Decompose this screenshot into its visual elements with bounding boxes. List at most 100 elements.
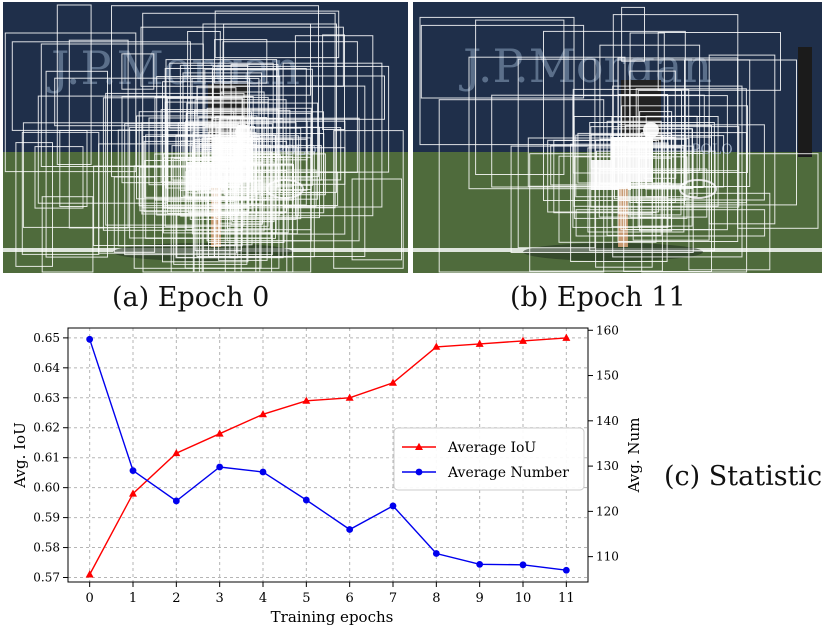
series-line-number — [89, 339, 567, 571]
proposal-box — [590, 134, 651, 169]
proposal-box — [37, 95, 168, 204]
proposal-box — [333, 130, 404, 269]
proposal-box — [737, 153, 819, 229]
x-tick-label: 1 — [129, 591, 137, 606]
proposal-box — [138, 111, 252, 207]
y-left-tick-label: 0.58 — [33, 541, 60, 555]
x-tick-label: 3 — [216, 591, 224, 606]
x-tick-label: 11 — [558, 591, 575, 606]
data-point-iou — [345, 393, 354, 401]
x-tick-label: 2 — [172, 591, 180, 606]
proposal-box — [217, 146, 254, 213]
proposal-box — [68, 39, 129, 229]
proposal-box — [610, 134, 663, 189]
proposal-box — [4, 32, 137, 173]
x-tick-label: 4 — [259, 591, 267, 606]
data-point-number — [216, 463, 224, 471]
proposal-box — [189, 122, 297, 220]
tennis-scene-epoch-0: J.P.Morgan POLO — [3, 2, 408, 273]
data-point-iou — [432, 342, 441, 350]
x-tick-label: 5 — [302, 591, 310, 606]
proposal-box — [621, 6, 646, 62]
proposal-box — [56, 4, 92, 165]
proposal-box — [111, 5, 319, 178]
proposal-box — [587, 147, 685, 233]
y-left-tick-label: 0.61 — [33, 451, 60, 465]
proposal-box — [184, 171, 262, 269]
y-right-tick-label: 130 — [596, 459, 619, 473]
proposal-box — [169, 62, 274, 129]
proposal-box — [11, 41, 191, 131]
chart-axes: 0 1 2 3 4 5 6 7 8 9 10 11 0.57 0.58 0.59 0.60 0.61 0.62 0.… — [33, 323, 619, 606]
data-point-iou — [85, 570, 94, 578]
data-point-number — [172, 497, 180, 505]
y-left-tick-label: 0.64 — [33, 361, 60, 375]
proposal-box — [627, 146, 682, 216]
banner-text: J.P.Morgan — [459, 39, 712, 93]
proposal-box — [629, 70, 676, 203]
proposal-box — [41, 196, 94, 273]
y-right-tick-label: 160 — [596, 323, 619, 337]
data-point-number — [346, 526, 354, 533]
data-point-iou — [259, 410, 267, 418]
data-point-number — [302, 496, 310, 504]
y-right-tick-label: 120 — [596, 504, 619, 518]
y-axis-right-label: Avg. Num — [625, 418, 643, 494]
proposal-box — [282, 62, 383, 208]
proposal-box — [294, 35, 374, 217]
y-right-tick-label: 150 — [596, 369, 619, 383]
data-point-iou — [172, 449, 181, 457]
proposal-box — [599, 138, 687, 185]
proposal-box — [612, 14, 739, 172]
proposal-box — [606, 120, 662, 236]
data-point-number — [129, 467, 137, 475]
proposal-box — [129, 126, 272, 239]
proposal-box — [105, 92, 245, 226]
proposal-box — [322, 34, 346, 130]
y-axis-left-label: Avg. IoU — [11, 422, 29, 488]
caption-epoch-0: (a) Epoch 0 — [112, 282, 270, 313]
data-point-iou — [129, 489, 137, 497]
proposal-box — [202, 23, 337, 193]
legend-marker-triangle — [415, 442, 423, 450]
x-tick-label: 10 — [515, 591, 532, 606]
data-point-number — [86, 335, 94, 343]
proposal-box — [34, 146, 84, 209]
proposal-box — [182, 75, 313, 179]
legend-marker-circle — [415, 468, 423, 476]
proposal-box — [684, 59, 797, 206]
y-left-tick-label: 0.63 — [33, 391, 60, 405]
data-point-number — [259, 468, 267, 476]
proposal-box — [491, 94, 705, 188]
y-left-tick-label: 0.62 — [33, 421, 60, 435]
data-point-number — [389, 502, 397, 510]
proposal-box — [543, 30, 686, 202]
proposal-box — [589, 122, 715, 252]
proposal-box — [15, 142, 53, 267]
proposal-box — [657, 32, 781, 91]
x-tick-label: 0 — [86, 591, 94, 606]
x-axis-label: Training epochs — [271, 608, 394, 626]
y-right-tick-label: 140 — [596, 414, 619, 428]
proposal-box — [226, 165, 294, 207]
data-point-number — [519, 561, 527, 569]
plot-frame — [67, 327, 589, 583]
proposal-box — [553, 139, 657, 214]
x-tick-label: 6 — [346, 591, 354, 606]
caption-epoch-11: (b) Epoch 11 — [510, 282, 686, 313]
proposal-box — [121, 53, 155, 90]
x-tick-label: 8 — [432, 591, 440, 606]
tennis-scene-epoch-11: J.P.Morgan POLO — [413, 2, 822, 273]
proposal-box — [620, 95, 728, 231]
statistic-chart: 0 1 2 3 4 5 6 7 8 9 10 11 0.57 0.58 0.59 0.60 0.61 0.62 0.… — [11, 323, 643, 626]
proposal-boxes — [4, 4, 404, 273]
data-point-iou — [215, 429, 224, 437]
proposal-box — [572, 88, 690, 174]
y-right-tick-label: 110 — [596, 550, 619, 564]
proposal-box — [575, 209, 766, 237]
data-point-iou — [302, 396, 311, 404]
proposal-box — [175, 135, 239, 259]
proposal-box — [223, 153, 326, 196]
proposal-box — [201, 149, 250, 200]
proposal-box — [211, 117, 268, 201]
